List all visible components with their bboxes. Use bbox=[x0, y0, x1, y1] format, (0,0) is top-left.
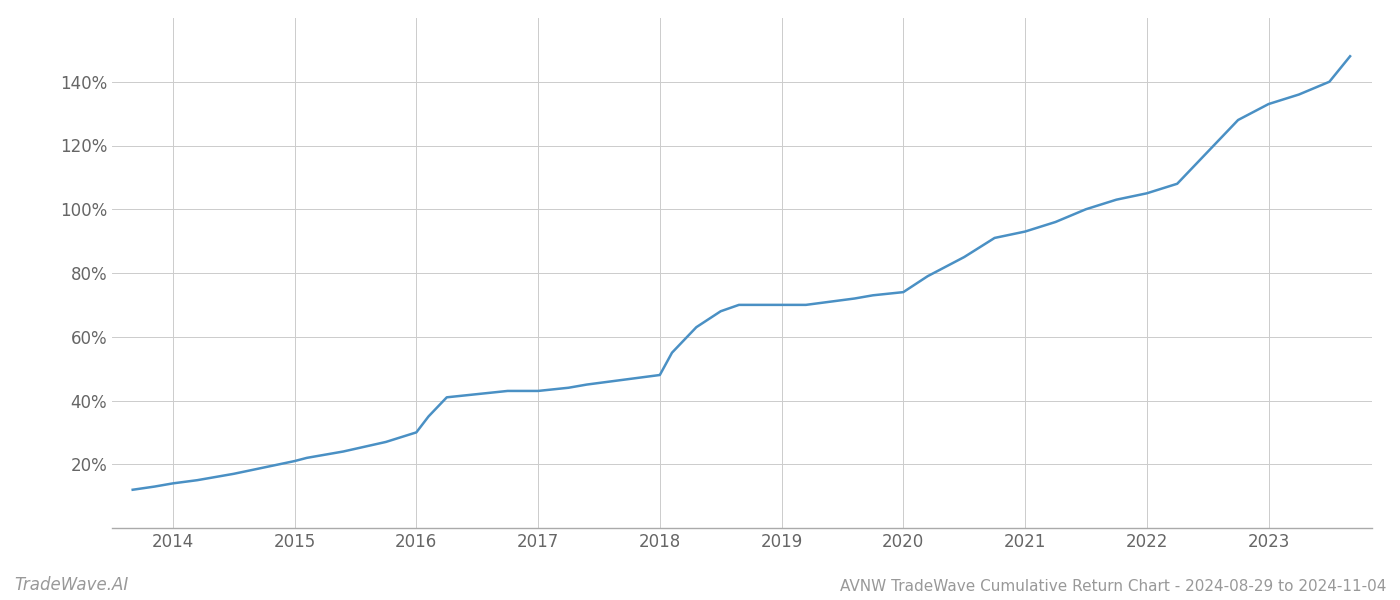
Text: AVNW TradeWave Cumulative Return Chart - 2024-08-29 to 2024-11-04: AVNW TradeWave Cumulative Return Chart -… bbox=[840, 579, 1386, 594]
Text: TradeWave.AI: TradeWave.AI bbox=[14, 576, 129, 594]
